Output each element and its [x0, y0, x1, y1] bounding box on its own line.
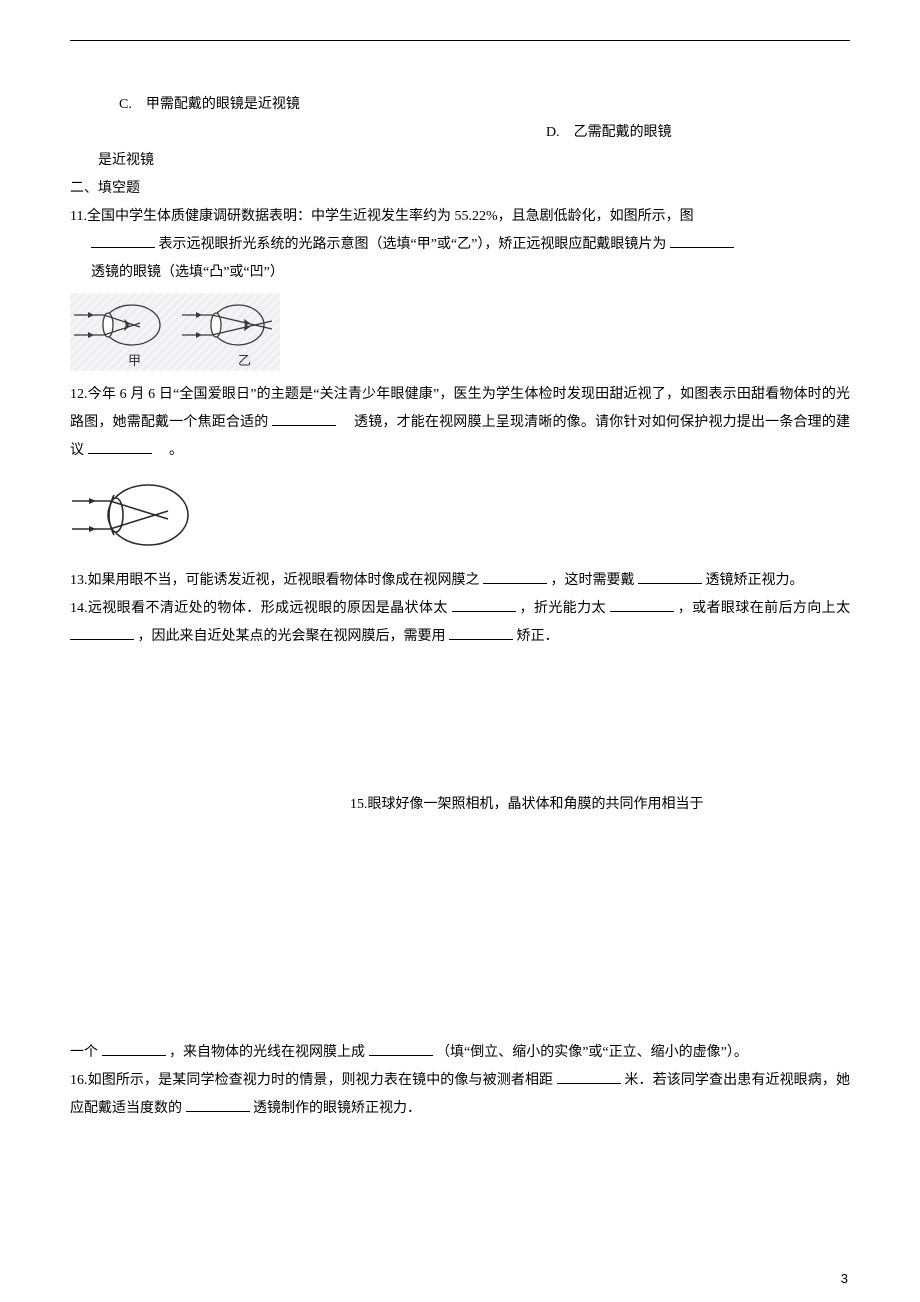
- q11-figure: 甲 乙: [70, 293, 850, 375]
- top-rule: [70, 40, 850, 41]
- q14-blank-2[interactable]: [610, 597, 674, 612]
- q14-text-mid3: ，因此来自近处某点的光会聚在视网膜后，需要用: [138, 629, 446, 644]
- q10-option-d-tail: 是近视镜: [70, 147, 850, 175]
- page: C. 甲需配戴的眼镜是近视镜 D. 乙需配戴的眼镜 是近视镜 二、填空题 11.…: [0, 0, 920, 1302]
- q14-blank-3[interactable]: [70, 625, 134, 640]
- q11-text-mid1: 表示远视眼折光系统的光路示意图（选填“甲”或“乙”），矫正远视眼应配戴眼镜片为: [159, 237, 667, 252]
- q10-option-d-lead: D. 乙需配戴的眼镜: [70, 119, 850, 147]
- q12-figure-svg: [70, 471, 202, 561]
- q12-blank-2[interactable]: [88, 439, 152, 454]
- q16-blank-1[interactable]: [557, 1069, 621, 1084]
- q13-text-tail: 透镜矫正视力。: [706, 573, 804, 588]
- q14-blank-4[interactable]: [449, 625, 513, 640]
- q12-text-tail: 。: [155, 443, 183, 458]
- q11-text-tail: 透镜的眼镜（选填“凸”或“凹”）: [70, 265, 284, 280]
- q15-cont: 一个 ，来自物体的光线在视网膜上成 （填“倒立、缩小的实像”或“正立、缩小的虚像…: [70, 1039, 850, 1067]
- q14-text-tail: 矫正．: [517, 629, 559, 644]
- q15-lead: 15.眼球好像一架照相机，晶状体和角膜的共同作用相当于: [70, 791, 850, 819]
- q10-option-c: C. 甲需配戴的眼镜是近视镜: [70, 91, 850, 119]
- q15-text-mid: ，来自物体的光线在视网膜上成: [169, 1045, 365, 1060]
- q11-figure-label-right: 乙: [238, 353, 251, 368]
- section-2-heading: 二、填空题: [70, 175, 850, 203]
- q14-text-mid1: ，折光能力太: [520, 601, 606, 616]
- q11-text-pre: 11.全国中学生体质健康调研数据表明：中学生近视发生率约为 55.22%，且急剧…: [70, 209, 694, 224]
- q15-text-tail: （填“倒立、缩小的实像”或“正立、缩小的虚像”）。: [436, 1045, 748, 1060]
- q13-blank-1[interactable]: [483, 569, 547, 584]
- q14-blank-1[interactable]: [452, 597, 516, 612]
- q15-blank-2[interactable]: [369, 1041, 433, 1056]
- q11-blank-2[interactable]: [670, 233, 734, 248]
- q16-blank-2[interactable]: [186, 1097, 250, 1112]
- q13-text-mid: ，这时需要戴: [551, 573, 635, 588]
- q11-figure-label-left: 甲: [128, 353, 141, 368]
- q16: 16.如图所示，是某同学检查视力时的情景，则视力表在镜中的像与被测者相距 米．若…: [70, 1067, 850, 1123]
- q15-gap: [70, 819, 850, 1039]
- q14: 14.远视眼看不清近处的物体．形成远视眼的原因是晶状体太 ，折光能力太 ，或者眼…: [70, 595, 850, 651]
- q16-text-tail: 透镜制作的眼镜矫正视力．: [253, 1101, 421, 1116]
- page-number: 3: [841, 1271, 848, 1286]
- q15-text-pre2: 一个: [70, 1045, 98, 1060]
- q13-blank-2[interactable]: [638, 569, 702, 584]
- q12-figure: [70, 471, 850, 561]
- q14-text-pre: 14.远视眼看不清近处的物体．形成远视眼的原因是晶状体太: [70, 601, 448, 616]
- q14-text-mid2: ，或者眼球在前后方向上太: [678, 601, 850, 616]
- q15-blank-1[interactable]: [102, 1041, 166, 1056]
- q13: 13.如果用眼不当，可能诱发近视，近视眼看物体时像成在视网膜之 ，这时需要戴 透…: [70, 567, 850, 595]
- q13-text-pre: 13.如果用眼不当，可能诱发近视，近视眼看物体时像成在视网膜之: [70, 573, 480, 588]
- q12: 12.今年 6 月 6 日“全国爱眼日”的主题是“关注青少年眼健康”，医生为学生…: [70, 381, 850, 465]
- q11: 11.全国中学生体质健康调研数据表明：中学生近视发生率约为 55.22%，且急剧…: [70, 203, 850, 287]
- q11-blank-1[interactable]: [91, 233, 155, 248]
- q12-blank-1[interactable]: [272, 411, 336, 426]
- q16-text-pre: 16.如图所示，是某同学检查视力时的情景，则视力表在镜中的像与被测者相距: [70, 1073, 553, 1088]
- q11-figure-svg: 甲 乙: [70, 293, 280, 375]
